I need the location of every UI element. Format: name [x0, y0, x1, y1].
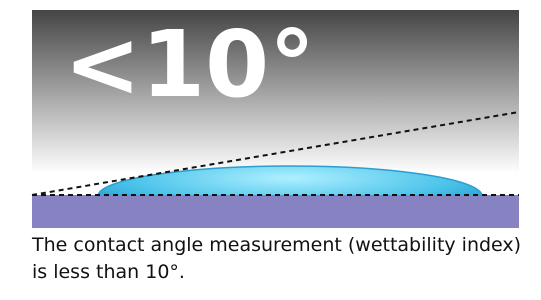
caption: The contact angle measurement (wettabili… — [32, 232, 527, 286]
substrate — [32, 195, 519, 228]
illustration: <10° — [0, 0, 541, 230]
page: <10° The contact angle measurement (wett… — [0, 0, 541, 300]
angle-label: <10° — [64, 11, 315, 118]
